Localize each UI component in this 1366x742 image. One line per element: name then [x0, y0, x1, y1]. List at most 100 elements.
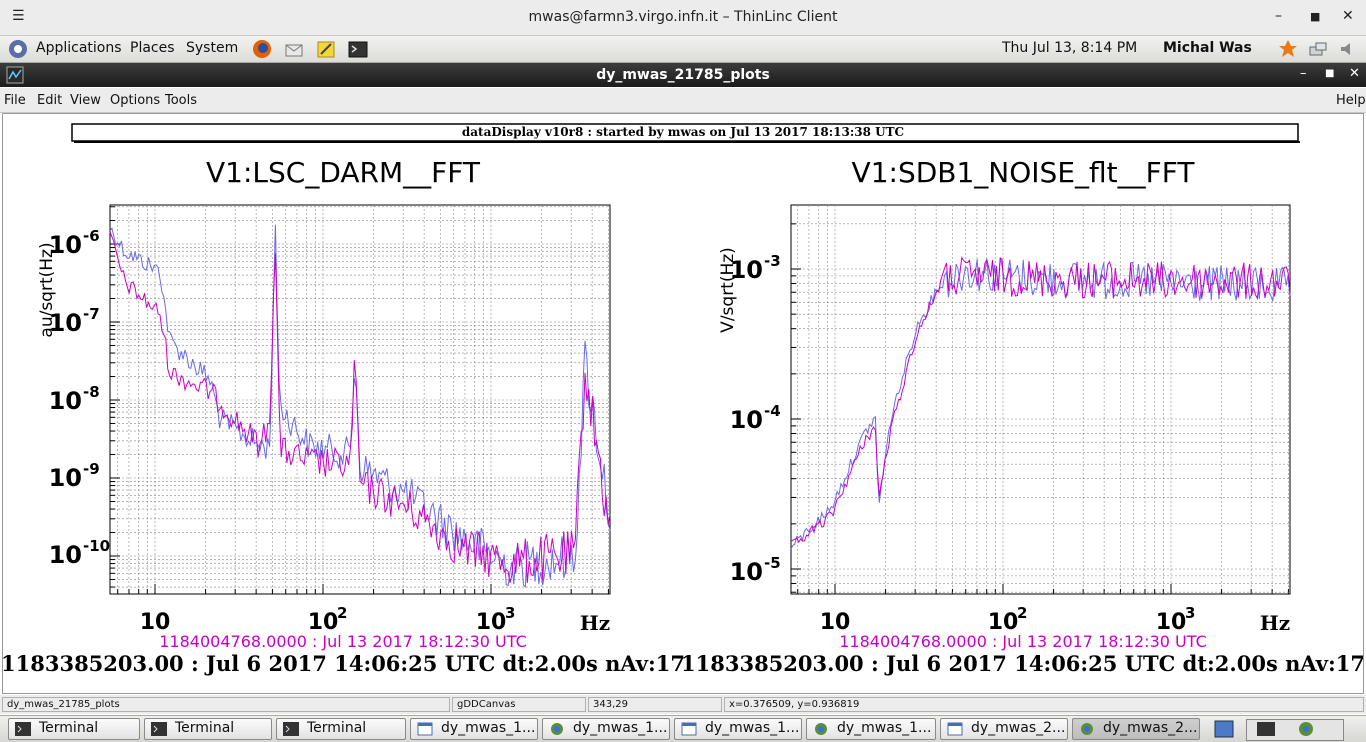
plots-svg[interactable]: dataDisplay v10r8 : started by mwas on J… [3, 114, 1363, 693]
x-tick-exponent: 3 [505, 604, 515, 622]
window-icon [417, 722, 433, 736]
task-terminal-3[interactable]: Terminal [276, 718, 406, 740]
window-title-bar: dy_mwas_21785_plots – ■ ✕ [0, 63, 1366, 87]
y-tick-label: 10 [730, 558, 763, 586]
menu-tools[interactable]: Tools [165, 93, 198, 108]
y-tick-label: 10 [49, 464, 82, 492]
y-tick-exponent: -6 [83, 227, 100, 245]
minimize-button[interactable]: – [1275, 8, 1282, 24]
top-panel: Applications Places System Thu Jul 13, 8… [0, 36, 1366, 63]
notes-icon[interactable] [316, 39, 336, 59]
close-button[interactable]: ✕ [1342, 8, 1354, 24]
mail-icon[interactable] [284, 39, 304, 59]
x-tick-exponent: 3 [1185, 604, 1195, 622]
plot-frame [109, 204, 611, 595]
terminal-icon [1257, 722, 1275, 736]
task-label: dy_mwas_1... [441, 720, 536, 736]
banner-text: dataDisplay v10r8 : started by mwas on J… [462, 125, 904, 139]
terminal-icon [151, 722, 167, 736]
x-tick-label: 10 [988, 610, 1019, 635]
status-canvas-name: dy_mwas_21785_plots [2, 697, 450, 712]
menu-file[interactable]: File [4, 93, 26, 108]
menu-help[interactable]: Help [1336, 93, 1366, 108]
status-object-class: gDDCanvas [452, 697, 586, 712]
task-label: Terminal [175, 720, 235, 736]
app-icon [1081, 723, 1093, 735]
plot-canvas[interactable]: dataDisplay v10r8 : started by mwas on J… [2, 113, 1364, 694]
workspace-icon[interactable] [1214, 720, 1234, 738]
task-label: dy_mwas_1... [573, 720, 668, 736]
task-dy-mwas-6[interactable]: dy_mwas_2... [1072, 718, 1200, 740]
terminal-icon[interactable] [348, 39, 368, 59]
y-tick-label: 10 [49, 231, 82, 259]
outer-title-bar: ☰ mwas@farmn3.virgo.infn.it – ThinLinc C… [0, 0, 1366, 36]
current-time: 1183385203.00 : Jul 6 2017 14:06:25 UTC … [3, 651, 685, 676]
y-tick-exponent: -8 [83, 383, 100, 401]
x-tick-exponent: 2 [1017, 604, 1027, 622]
taskbar: Terminal Terminal Terminal dy_mwas_1... … [0, 715, 1366, 742]
clock[interactable]: Thu Jul 13, 8:14 PM [1002, 40, 1138, 56]
task-label: dy_mwas_1... [837, 720, 932, 736]
menu-options[interactable]: Options [110, 93, 161, 108]
y-tick-exponent: -4 [764, 402, 781, 420]
x-tick-label: 10 [140, 610, 171, 635]
x-tick-exponent: 2 [337, 604, 347, 622]
terminal-icon [15, 722, 31, 736]
task-terminal-2[interactable]: Terminal [144, 718, 272, 740]
task-dy-mwas-5[interactable]: dy_mwas_2... [940, 718, 1068, 740]
window-maximize-button[interactable]: ■ [1325, 68, 1335, 79]
y-axis-label: V/sqrt(Hz) [718, 247, 738, 333]
system-menu[interactable]: System [186, 40, 239, 56]
applications-menu[interactable]: Applications [36, 40, 122, 56]
x-axis-label: Hz [1260, 611, 1290, 635]
volume-icon[interactable] [1338, 39, 1358, 59]
status-coords: x=0.376509, y=0.936819 [724, 697, 1364, 712]
user-name[interactable]: Michal Was [1163, 40, 1252, 56]
plot-title: V1:LSC_DARM__FFT [206, 156, 481, 189]
outer-window-title: mwas@farmn3.virgo.infn.it – ThinLinc Cli… [528, 9, 838, 25]
task-dy-mwas-4[interactable]: dy_mwas_1... [806, 718, 936, 740]
app-icon [815, 723, 827, 735]
window-icon [681, 722, 697, 736]
y-tick-label: 10 [730, 406, 763, 434]
workspace-switcher[interactable] [1246, 719, 1344, 741]
task-label: Terminal [307, 720, 367, 736]
task-label: Terminal [39, 720, 99, 736]
task-terminal-1[interactable]: Terminal [8, 718, 140, 740]
reference-time: 1184004768.0000 : Jul 13 2017 18:12:30 U… [839, 632, 1206, 651]
network-icon[interactable] [1308, 39, 1328, 59]
window-icon [947, 722, 963, 736]
y-tick-exponent: -7 [83, 305, 100, 323]
status-pixel-pos: 343,29 [588, 697, 722, 712]
menu-edit[interactable]: Edit [37, 93, 63, 108]
menubar: File Edit View Options Tools Help [0, 88, 1366, 113]
x-tick-label: 10 [476, 610, 507, 635]
firefox-icon[interactable] [252, 39, 272, 59]
app-icon [551, 723, 563, 735]
plot-frame [790, 204, 1291, 595]
task-dy-mwas-3[interactable]: dy_mwas_1... [674, 718, 802, 740]
y-axis-label: au/sqrt(Hz) [37, 242, 57, 337]
task-label: dy_mwas_1... [705, 720, 800, 736]
task-dy-mwas-1[interactable]: dy_mwas_1... [410, 718, 538, 740]
statusbar: dy_mwas_21785_plots gDDCanvas 343,29 x=0… [0, 695, 1366, 714]
window-app-icon[interactable] [6, 66, 24, 84]
y-tick-exponent: -9 [83, 460, 100, 478]
y-tick-label: 10 [49, 309, 82, 337]
task-dy-mwas-2[interactable]: dy_mwas_1... [542, 718, 670, 740]
gnome-foot-icon[interactable] [8, 39, 28, 59]
y-tick-exponent: -10 [83, 537, 110, 555]
y-tick-label: 10 [730, 256, 763, 284]
update-notifier-icon[interactable] [1278, 39, 1298, 59]
menu-view[interactable]: View [70, 93, 101, 108]
window-minimize-button[interactable]: – [1300, 66, 1307, 81]
hamburger-menu-icon[interactable]: ☰ [12, 8, 25, 24]
y-tick-exponent: -3 [764, 252, 781, 270]
x-tick-label: 10 [820, 610, 851, 635]
maximize-button[interactable]: ■ [1310, 10, 1321, 23]
y-tick-exponent: -5 [764, 554, 781, 572]
places-menu[interactable]: Places [130, 40, 175, 56]
window-close-button[interactable]: ✕ [1349, 66, 1360, 81]
